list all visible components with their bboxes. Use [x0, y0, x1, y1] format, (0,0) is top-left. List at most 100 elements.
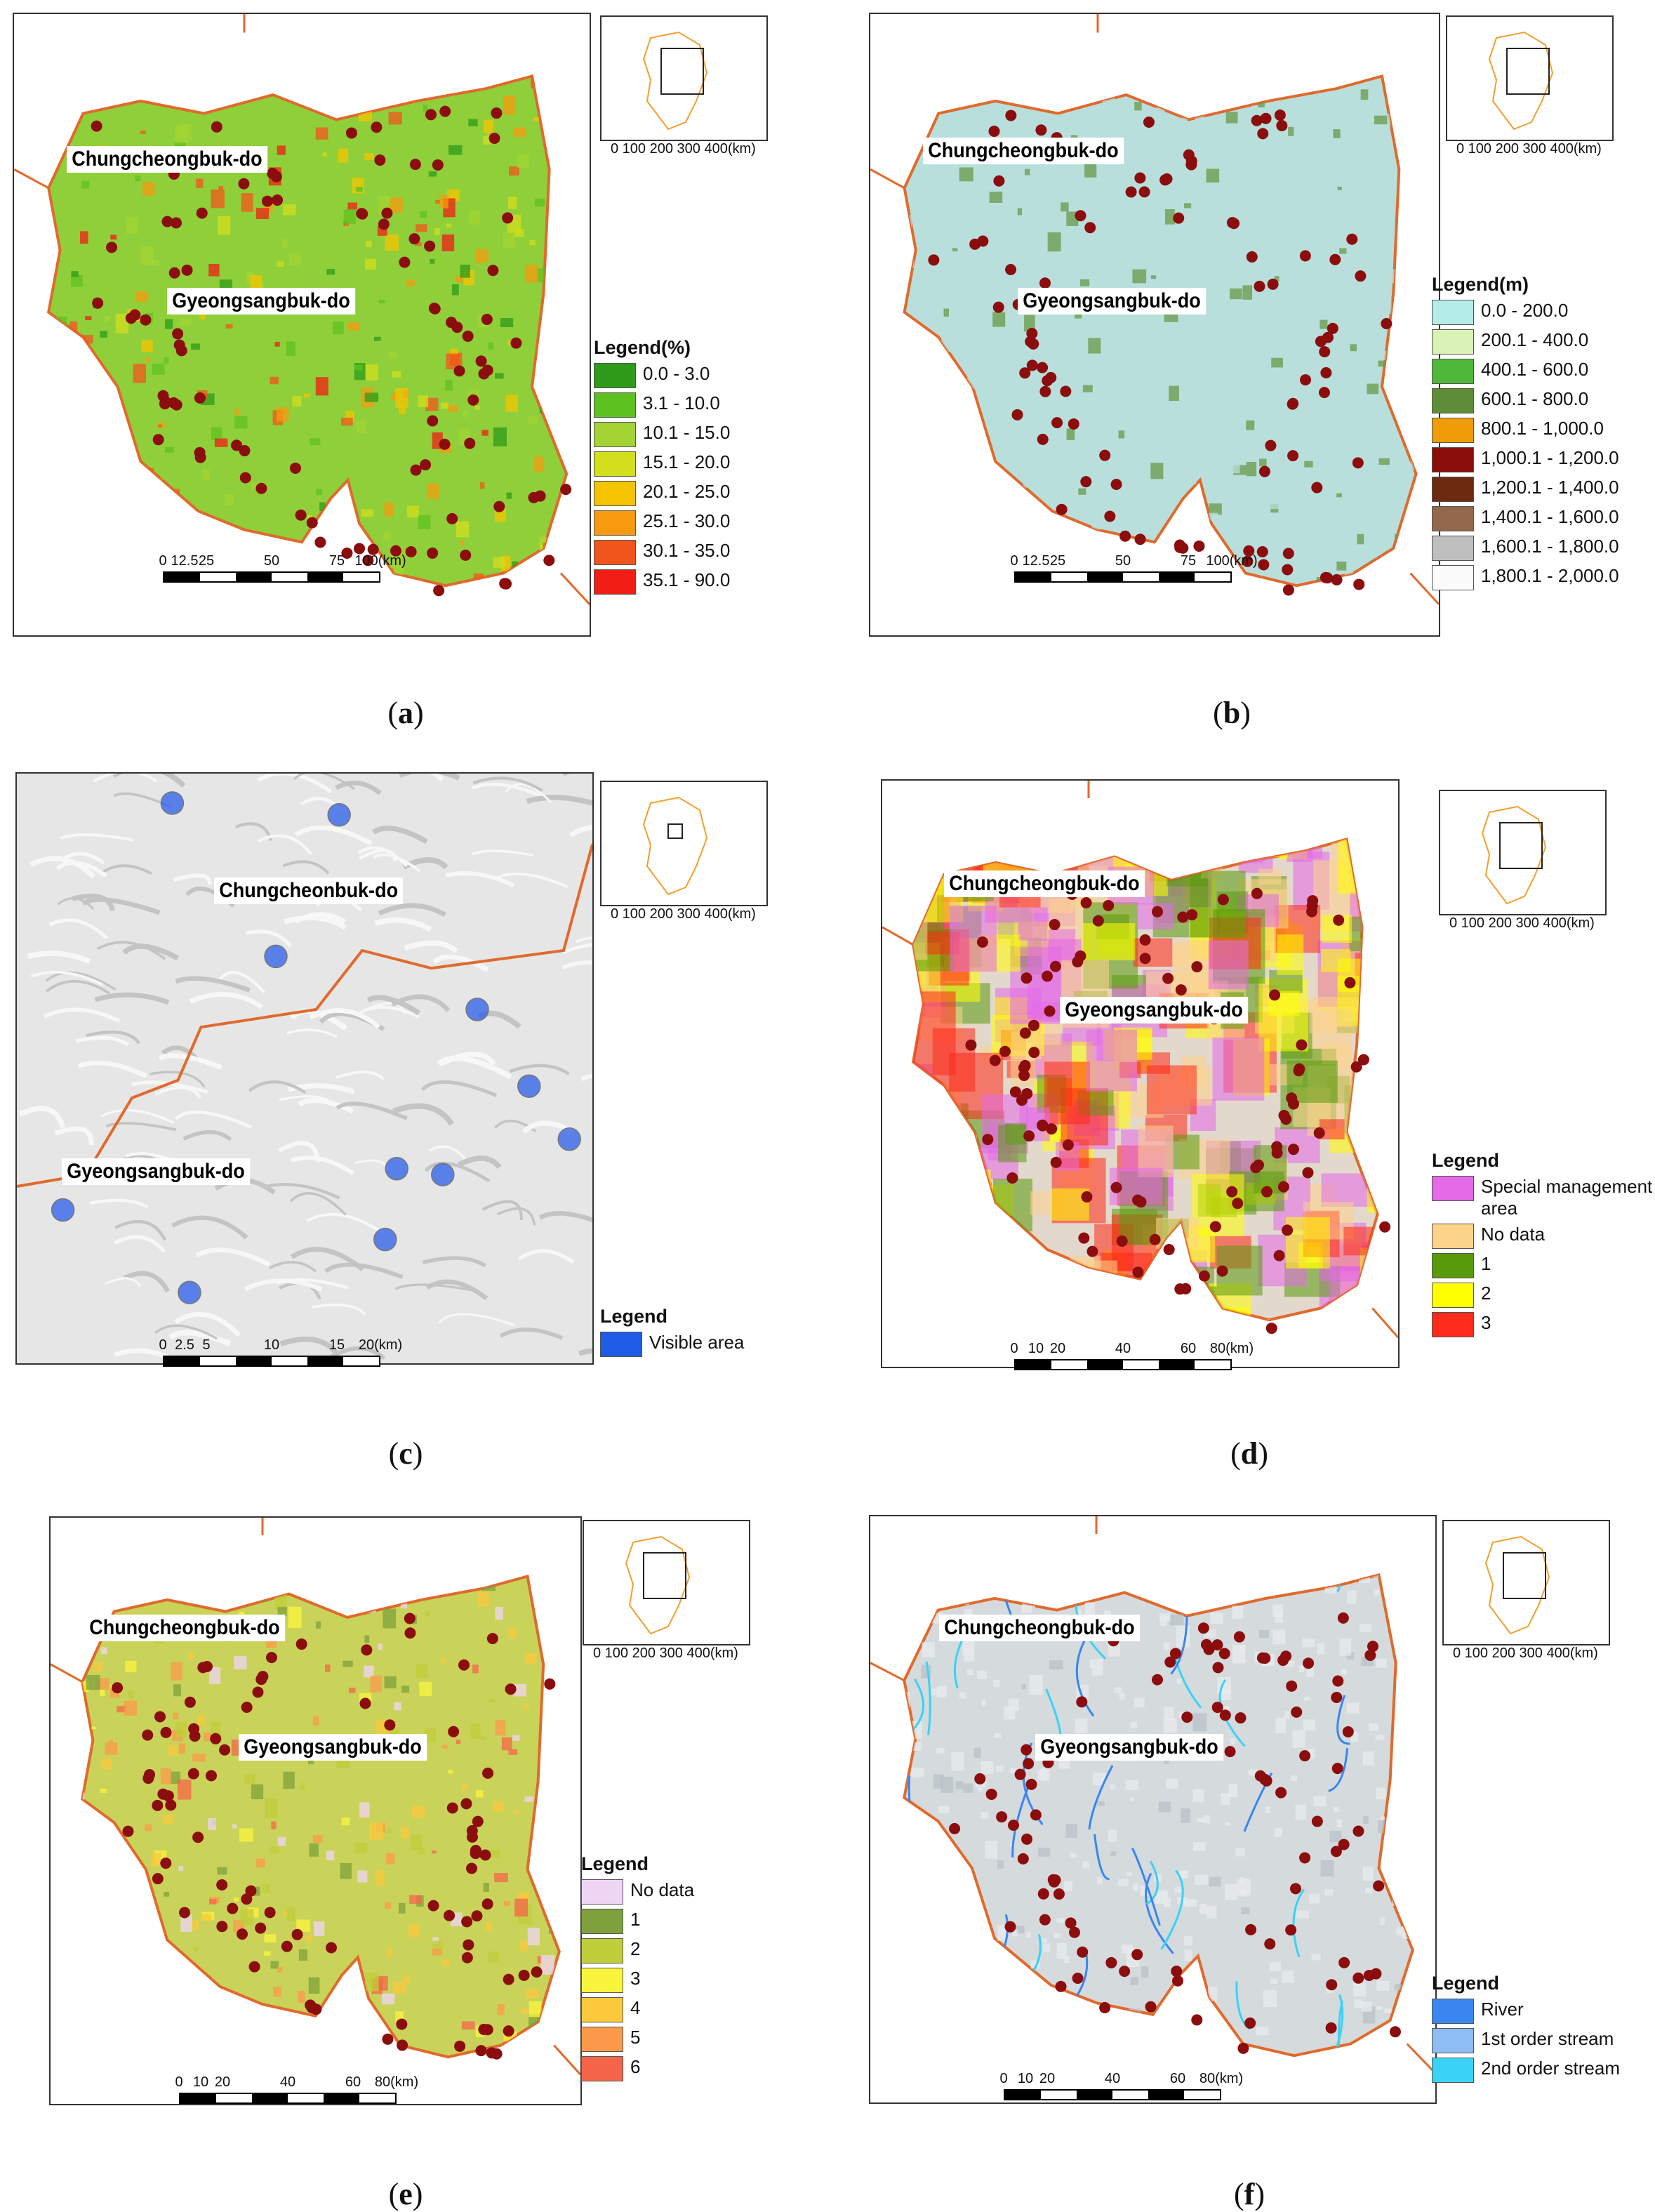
texture-cell — [875, 2016, 889, 2027]
texture-cell — [507, 493, 512, 499]
scale-bar-segments — [163, 571, 380, 583]
texture-cell — [1306, 1667, 1314, 1676]
site-marker — [1250, 1162, 1261, 1173]
texture-cell — [163, 1815, 173, 1824]
texture-cell — [1392, 984, 1398, 1035]
texture-cell — [1296, 1804, 1306, 1820]
texture-cell — [1196, 2043, 1209, 2062]
texture-cell — [1338, 187, 1342, 190]
scale-segment — [252, 2094, 288, 2102]
texture-cell — [234, 416, 248, 428]
texture-cell — [870, 195, 876, 201]
site-marker — [1217, 1266, 1228, 1277]
site-marker — [190, 1730, 201, 1742]
scale-segment — [1087, 1360, 1123, 1369]
texture-cell — [891, 1575, 901, 1582]
texture-cell — [944, 1340, 985, 1365]
texture-cell — [460, 265, 470, 278]
site-marker — [361, 1644, 372, 1655]
texture-cell — [241, 193, 253, 212]
texture-cell — [1259, 1630, 1269, 1638]
texture-cell — [463, 38, 469, 43]
texture-cell — [104, 316, 110, 322]
site-marker — [505, 1683, 517, 1695]
texture-cell — [365, 392, 378, 402]
texture-cell — [1001, 34, 1007, 41]
texture-cell — [1371, 619, 1381, 629]
site-marker — [404, 1613, 416, 1624]
texture-cell — [86, 1675, 100, 1690]
texture-cell — [44, 59, 53, 69]
legend-label: 0.0 - 3.0 — [643, 363, 710, 385]
texture-cell — [507, 2044, 519, 2060]
texture-cell — [103, 598, 115, 611]
caption-letter: e — [399, 2177, 413, 2211]
texture-cell — [1286, 2061, 1291, 2067]
texture-cell — [1060, 227, 1065, 233]
site-marker — [1257, 128, 1268, 139]
texture-cell — [1153, 405, 1165, 416]
site-marker — [470, 1848, 481, 1859]
texture-cell — [39, 583, 46, 594]
texture-cell — [53, 1723, 65, 1733]
texture-cell — [1075, 1718, 1088, 1733]
texture-cell — [1064, 1881, 1072, 1891]
site-marker — [296, 1638, 307, 1650]
site-marker — [1364, 1970, 1375, 1981]
texture-cell — [1315, 124, 1321, 133]
legend-label: 1,400.1 - 1,600.0 — [1481, 506, 1619, 528]
map-frame-f — [869, 1515, 1437, 2104]
legend-swatch — [594, 540, 636, 565]
scale-segment — [1077, 2091, 1112, 2099]
texture-cell — [1405, 196, 1418, 211]
texture-cell — [1209, 1877, 1221, 1887]
texture-cell — [535, 199, 545, 206]
scale-segment — [1087, 573, 1123, 581]
texture-cell — [407, 621, 417, 629]
texture-cell — [992, 312, 1005, 327]
texture-cell — [313, 1716, 319, 1726]
texture-cell — [971, 2091, 979, 2098]
texture-cell — [340, 1863, 352, 1879]
texture-cell — [883, 1752, 894, 1764]
texture-cell — [135, 175, 140, 181]
site-marker — [1072, 956, 1083, 967]
texture-cell — [246, 18, 260, 28]
texture-cell — [408, 80, 416, 85]
scale-tick-label: 0 — [159, 1337, 166, 1353]
site-marker — [227, 1903, 238, 1914]
texture-cell — [420, 1537, 427, 1548]
texture-cell — [425, 1611, 430, 1617]
legend-item: 400.1 - 600.0 — [1432, 359, 1619, 384]
texture-cell — [166, 1956, 175, 1968]
site-marker — [1020, 1060, 1031, 1071]
site-marker — [1050, 961, 1061, 972]
texture-cell — [309, 1978, 320, 1994]
texture-cell — [883, 162, 887, 166]
texture-cell — [528, 1928, 540, 1945]
texture-cell — [1350, 181, 1355, 185]
scale-segment — [288, 2094, 324, 2102]
site-marker — [476, 355, 487, 366]
texture-cell — [561, 595, 572, 603]
texture-cell — [222, 585, 226, 588]
map-canvas-e — [51, 1518, 580, 2104]
texture-cell — [1026, 2019, 1032, 2023]
texture-cell — [1219, 800, 1263, 863]
texture-cell — [953, 1261, 1001, 1313]
texture-cell — [1402, 1630, 1411, 1638]
texture-cell — [1228, 200, 1235, 206]
site-marker — [1139, 186, 1150, 197]
texture-cell — [997, 233, 1008, 248]
map-canvas-b — [870, 14, 1439, 635]
texture-cell — [1203, 239, 1210, 246]
texture-cell — [881, 398, 886, 404]
texture-cell — [541, 1955, 554, 1975]
texture-cell — [573, 1598, 578, 1605]
legend-item: 20.1 - 25.0 — [594, 481, 730, 506]
texture-cell — [328, 101, 340, 117]
